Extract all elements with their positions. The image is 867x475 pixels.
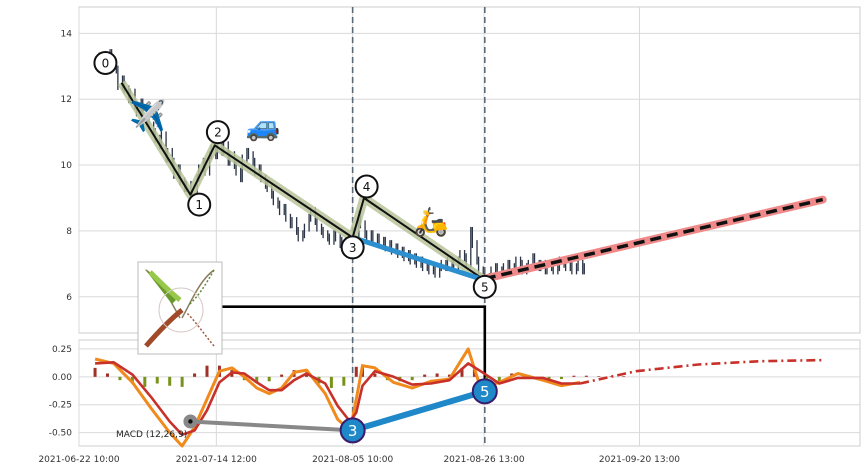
histogram-bar [559, 376, 563, 380]
macd-y-tick-label: -0.50 [49, 429, 73, 439]
price-y-tick-label: 12 [61, 95, 72, 105]
histogram-bar [193, 373, 197, 377]
price-y-tick-label: 6 [66, 293, 72, 303]
histogram-bar [448, 374, 452, 377]
macd-line [94, 347, 581, 448]
wave-label-circle [472, 274, 497, 299]
wave-label: 3 [349, 241, 357, 255]
x-tick-label: 2021-07-14 12:00 [176, 455, 257, 465]
signal-projection-line [579, 358, 823, 385]
histogram-bar [342, 376, 346, 386]
macd-y-tick-label: -0.25 [49, 401, 72, 411]
price-annotations: ✈️ 🚙 🛵 [129, 97, 827, 390]
macd-lines [94, 347, 823, 448]
histogram-bar [497, 376, 501, 382]
signal-line [95, 360, 581, 437]
histogram-bar [180, 376, 184, 387]
wave-label-circle [354, 174, 379, 199]
histogram-bar [168, 376, 172, 386]
histogram-bar [572, 375, 576, 377]
x-tick-label: 2021-06-22 10:00 [38, 455, 119, 465]
histogram-bar [597, 376, 601, 377]
wave-label: 1 [195, 198, 203, 212]
histogram-bar [280, 374, 284, 377]
histogram-bar [354, 366, 358, 377]
wave-label: 5 [481, 280, 489, 294]
macd-marker [339, 417, 366, 444]
wave-labels: 0 1 2 3 4 5 [93, 50, 497, 299]
macd-gray-line [190, 419, 353, 433]
histogram-bar [373, 373, 377, 377]
histogram-bar [423, 374, 427, 377]
wave-zigzag [117, 80, 488, 285]
x-tick-label: 2021-08-26 13:00 [443, 455, 524, 465]
wave-label: 4 [363, 180, 371, 194]
macd-title: MACD (12,26,9) [116, 430, 187, 440]
histogram-bar [155, 376, 159, 384]
macd-y-tick-label: 0.25 [52, 345, 72, 355]
trend-line-3-5 [351, 235, 486, 283]
macd-marker [471, 378, 498, 405]
macd-marker-label: 5 [480, 383, 490, 401]
histogram-bar [118, 376, 122, 381]
macd-annotations: 35 [183, 378, 498, 444]
macd-y-tick-label: 0.00 [52, 373, 72, 383]
macd-y-ticks: 0.25 0.00 -0.25 -0.50 [49, 345, 73, 439]
wave-label: 2 [214, 126, 222, 140]
wave-label-circle [340, 235, 365, 260]
butterfly-inset-image [137, 261, 223, 355]
zigzag-line [120, 82, 486, 282]
histogram-bar [584, 375, 588, 377]
histogram-bar [609, 376, 613, 377]
price-y-tick-label: 10 [61, 161, 73, 171]
macd-marker-label: 3 [348, 422, 358, 440]
projection-line [484, 197, 824, 281]
histogram-bar [267, 376, 271, 382]
histogram-bar [130, 376, 134, 384]
histogram-bar [329, 376, 333, 388]
histogram-bar [622, 376, 626, 377]
x-tick-label: 2021-09-20 13:00 [599, 455, 680, 465]
macd-marker-dot [188, 419, 193, 424]
macd-blue-line [351, 388, 486, 434]
histogram-bar [93, 367, 97, 377]
connector-line [175, 305, 487, 390]
histogram-bar [106, 373, 110, 377]
car-icon: 🚙 [246, 109, 281, 142]
price-y-ticks: 6 8 10 12 14 [61, 29, 73, 302]
price-y-tick-label: 14 [61, 29, 73, 39]
histogram-bar [255, 376, 259, 383]
wave-label: 0 [102, 56, 110, 70]
histogram-bar [205, 365, 209, 377]
histogram-bar [410, 376, 414, 381]
airplane-icon: ✈️ [129, 97, 166, 134]
wave-label-circle [187, 192, 212, 217]
wave-label-circle [205, 120, 230, 145]
wave-label-circle [93, 50, 118, 75]
price-y-tick-label: 8 [66, 227, 72, 237]
x-ticks: 2021-06-22 10:00 2021-07-14 12:00 2021-08-… [38, 455, 680, 465]
histogram-bar [435, 373, 439, 377]
histogram-bar [460, 367, 464, 377]
scooter-icon: 🛵 [413, 205, 448, 238]
histogram-bar [143, 376, 147, 387]
x-tick-label: 2021-08-05 10:00 [312, 455, 393, 465]
